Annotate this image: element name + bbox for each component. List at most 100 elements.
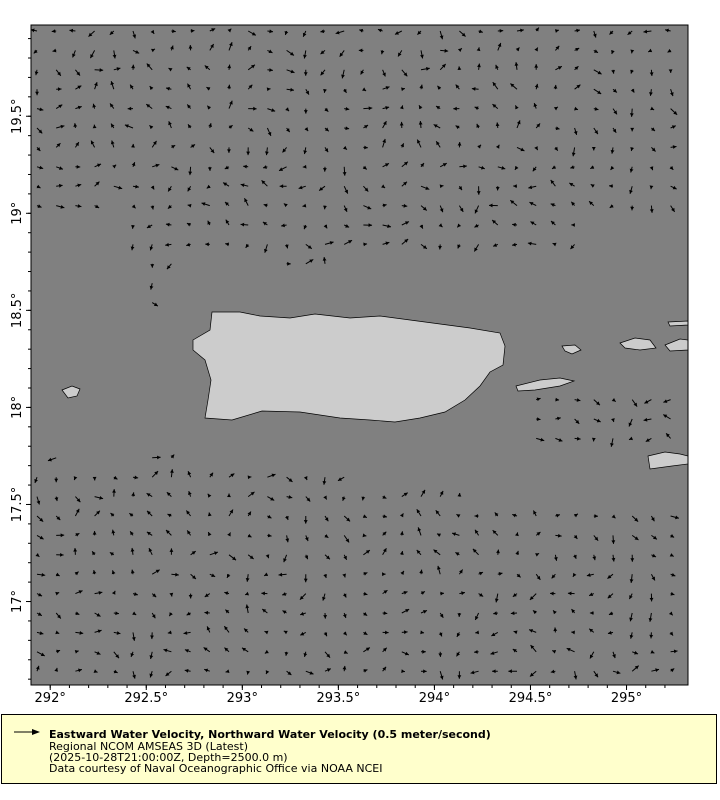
velocity-vector xyxy=(362,87,367,92)
velocity-vector xyxy=(363,591,368,596)
velocity-vector xyxy=(536,417,541,422)
velocity-vector xyxy=(188,166,193,176)
velocity-vector xyxy=(363,572,368,576)
velocity-vector xyxy=(612,108,618,115)
velocity-vector xyxy=(627,30,633,36)
velocity-vector xyxy=(184,668,191,673)
velocity-vector xyxy=(113,651,120,659)
velocity-vector xyxy=(362,533,367,538)
velocity-vector xyxy=(630,69,634,74)
velocity-vector xyxy=(419,84,424,90)
velocity-vector xyxy=(670,108,678,116)
velocity-vector xyxy=(225,669,230,674)
velocity-vector xyxy=(151,569,160,575)
velocity-vector xyxy=(457,492,462,497)
velocity-vector xyxy=(649,205,654,213)
velocity-vector xyxy=(204,593,211,598)
velocity-vector xyxy=(438,244,442,250)
velocity-vector xyxy=(323,495,328,500)
velocity-vector xyxy=(186,611,191,616)
velocity-vector xyxy=(363,549,371,556)
velocity-vector xyxy=(612,670,621,675)
velocity-vector xyxy=(130,547,135,555)
velocity-vector xyxy=(420,50,424,59)
velocity-vector xyxy=(267,473,276,478)
velocity-vector xyxy=(536,437,545,442)
velocity-vector xyxy=(478,29,483,34)
velocity-vector xyxy=(436,533,442,538)
velocity-vector xyxy=(222,182,230,187)
velocity-vector xyxy=(401,69,408,77)
velocity-vector xyxy=(207,493,212,498)
velocity-vector xyxy=(267,68,273,72)
velocity-vector xyxy=(629,574,634,583)
velocity-vector xyxy=(247,84,253,90)
velocity-vector xyxy=(208,123,213,129)
velocity-vector xyxy=(530,644,537,653)
velocity-vector xyxy=(476,47,481,52)
velocity-vector xyxy=(382,495,387,499)
velocity-vector xyxy=(55,142,61,148)
velocity-vector xyxy=(592,30,597,38)
velocity-vector xyxy=(151,140,157,148)
velocity-vector xyxy=(574,418,580,425)
velocity-vector xyxy=(318,185,326,191)
legend-dataset: Regional NCOM AMSEAS 3D (Latest) xyxy=(49,740,248,753)
velocity-vector xyxy=(344,126,350,131)
velocity-vector xyxy=(209,573,216,578)
velocity-vector xyxy=(286,261,291,266)
velocity-vector xyxy=(171,29,176,34)
velocity-vector xyxy=(382,106,390,110)
velocity-vector xyxy=(227,493,231,498)
velocity-vector xyxy=(382,666,387,672)
velocity-vector xyxy=(611,398,617,403)
velocity-vector xyxy=(225,609,230,614)
velocity-vector xyxy=(283,203,288,208)
velocity-vector xyxy=(610,438,614,447)
velocity-vector xyxy=(342,612,347,619)
velocity-vector xyxy=(146,224,153,229)
velocity-vector xyxy=(586,573,594,577)
velocity-vector xyxy=(649,185,654,190)
velocity-vector xyxy=(433,549,441,556)
velocity-vector xyxy=(650,515,655,522)
velocity-vector xyxy=(75,668,83,673)
velocity-vector xyxy=(589,611,594,615)
velocity-vector xyxy=(648,612,653,622)
velocity-vector xyxy=(75,85,82,90)
velocity-vector xyxy=(247,533,252,538)
velocity-vector xyxy=(492,243,498,247)
velocity-vector xyxy=(382,203,387,208)
velocity-vector xyxy=(163,648,172,653)
velocity-vector xyxy=(278,166,287,172)
velocity-vector xyxy=(362,514,368,519)
velocity-vector xyxy=(36,515,44,523)
velocity-vector xyxy=(550,220,556,226)
velocity-vector xyxy=(94,495,104,500)
velocity-vector xyxy=(647,48,653,53)
velocity-vector xyxy=(382,630,389,635)
velocity-vector xyxy=(592,554,597,561)
velocity-vector xyxy=(571,630,575,635)
velocity-vector xyxy=(113,669,118,674)
velocity-vector xyxy=(670,185,677,190)
velocity-vector xyxy=(593,514,598,518)
velocity-vector xyxy=(92,569,97,575)
legend-credit: Data courtesy of Naval Oceanographic Off… xyxy=(49,762,383,775)
velocity-vector xyxy=(56,204,65,209)
velocity-vector xyxy=(662,414,671,420)
velocity-vector xyxy=(495,186,500,191)
velocity-vector xyxy=(74,649,79,654)
velocity-vector xyxy=(110,81,115,90)
velocity-vector xyxy=(611,69,615,74)
velocity-vector xyxy=(113,631,121,635)
velocity-vector xyxy=(453,106,460,111)
velocity-vector xyxy=(247,64,256,71)
velocity-vector xyxy=(628,436,633,441)
velocity-vector xyxy=(267,514,272,519)
velocity-vector xyxy=(167,185,172,192)
velocity-vector xyxy=(555,416,561,421)
velocity-vector xyxy=(207,220,211,226)
velocity-vector xyxy=(420,185,430,190)
velocity-vector xyxy=(283,630,288,635)
